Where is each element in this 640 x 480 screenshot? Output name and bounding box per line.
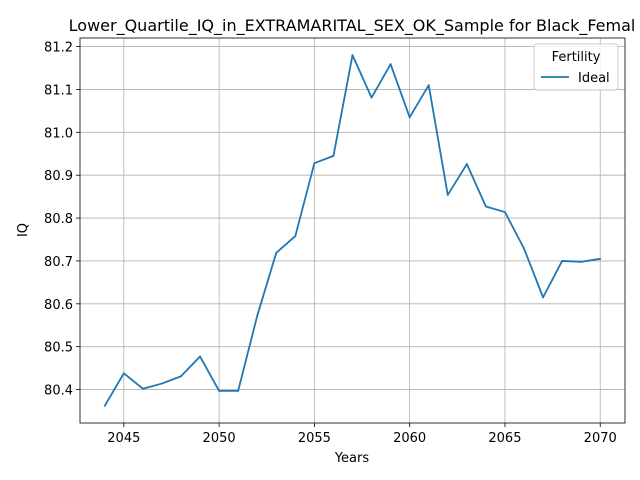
data-point [275,251,278,254]
grid [80,38,625,423]
x-axis-label: Years [334,451,370,466]
x-tick-label: 2065 [488,431,521,446]
data-point [580,260,583,263]
data-point [294,235,297,237]
data-point [199,355,201,358]
y-tick-label: 80.5 [44,341,73,356]
data-point [370,96,373,99]
data-point [446,194,449,196]
legend-title: Fertility [552,50,601,65]
axis-ticks: 2045 2050 2055 2060 2065 2070 80.4 80.5 80.6 80.7… [44,41,617,446]
legend-entry-label: Ideal [578,71,610,86]
data-point [103,404,106,407]
x-tick-label: 2045 [107,431,140,446]
data-point [180,375,182,378]
data-point [427,84,430,87]
y-tick-label: 81.0 [44,126,73,141]
x-tick-label: 2050 [203,431,236,446]
data-point [218,389,221,392]
x-tick-label: 2070 [584,431,617,446]
data-point [237,389,240,392]
data-point [523,247,525,250]
data-point [332,155,335,157]
series-layer [103,54,602,407]
data-point [351,54,354,57]
data-point [141,387,144,390]
data-point [599,257,602,260]
y-tick-label: 81.2 [44,41,73,56]
chart-title: Lower_Quartile_IQ_in_EXTRAMARITAL_SEX_OK… [69,16,636,36]
legend-box [533,43,619,91]
data-point [465,163,468,165]
data-point [484,205,487,208]
data-point [161,382,163,385]
data-point [504,211,506,213]
data-point [408,116,411,119]
data-point [256,314,259,317]
y-tick-label: 80.7 [44,255,73,270]
plot-frame [79,37,626,424]
y-tick-label: 81.1 [44,83,73,98]
data-point [542,296,544,299]
y-tick-label: 80.6 [44,298,73,313]
y-tick-label: 80.9 [44,169,73,184]
legend: Fertility Ideal [533,43,619,91]
data-point [313,162,316,165]
y-tick-label: 80.8 [44,212,73,227]
x-tick-label: 2060 [393,431,426,446]
y-tick-label: 80.4 [44,384,73,399]
x-tick-label: 2055 [298,431,331,446]
data-point [122,372,125,375]
data-point [389,63,392,66]
y-axis-label: IQ [16,223,31,237]
data-point [561,260,564,262]
